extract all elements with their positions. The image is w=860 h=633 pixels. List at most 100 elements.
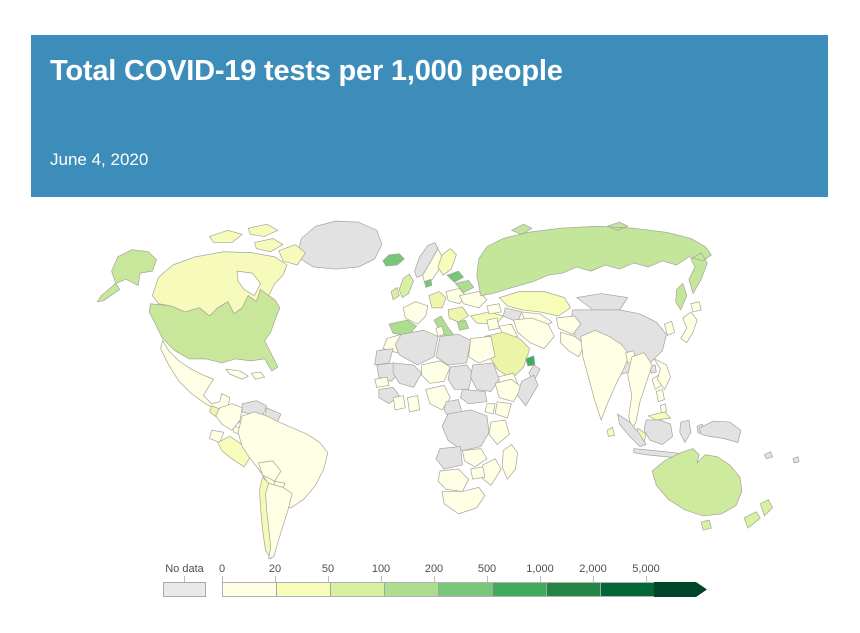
legend-color-segment	[384, 582, 438, 597]
legend-no-data-label: No data	[165, 563, 204, 575]
region-germany-central-europe[interactable]	[428, 291, 447, 309]
region-bolivia[interactable]	[258, 460, 282, 482]
legend-tick-label: 200	[424, 563, 444, 575]
legend-tick-line	[593, 576, 594, 582]
region-niger[interactable]	[421, 360, 451, 384]
region-new-zealand[interactable]	[743, 499, 773, 529]
region-brazil[interactable]	[237, 411, 329, 509]
region-belarus[interactable]	[454, 279, 475, 293]
legend-tick-label: 20	[268, 563, 282, 575]
region-borneo-indonesia[interactable]	[643, 419, 673, 445]
region-south-africa[interactable]	[441, 487, 486, 515]
region-iran[interactable]	[513, 317, 555, 349]
region-pakistan[interactable]	[560, 331, 586, 358]
region-dr-congo[interactable]	[441, 409, 490, 451]
region-united-arab-emirates[interactable]	[525, 355, 536, 367]
legend-color-segment	[222, 582, 276, 597]
region-alaska[interactable]	[96, 249, 157, 303]
region-south-korea[interactable]	[664, 320, 675, 336]
region-mexico[interactable]	[160, 340, 231, 411]
region-united-kingdom[interactable]	[398, 273, 414, 298]
region-egypt[interactable]	[468, 336, 496, 364]
region-zambia[interactable]	[462, 448, 488, 468]
region-fiji[interactable]	[792, 456, 800, 464]
region-argentina[interactable]	[265, 482, 293, 560]
legend-tick-line	[646, 576, 647, 582]
region-afghanistan[interactable]	[555, 315, 582, 335]
region-sri-lanka[interactable]	[606, 426, 615, 437]
legend-tick-line	[222, 576, 223, 582]
region-finland[interactable]	[437, 248, 457, 276]
region-greenland[interactable]	[296, 220, 383, 270]
region-cuba[interactable]	[225, 368, 249, 380]
region-mali[interactable]	[392, 362, 423, 388]
region-vietnam[interactable]	[653, 358, 671, 390]
world-map	[0, 210, 860, 562]
region-new-caledonia[interactable]	[764, 451, 773, 460]
region-india[interactable]	[580, 329, 631, 421]
region-kenya[interactable]	[494, 401, 512, 419]
legend-tick-line	[540, 576, 541, 582]
region-sulawesi-indonesia[interactable]	[679, 419, 692, 443]
region-western-sahara[interactable]	[374, 348, 394, 366]
region-namibia-botswana[interactable]	[437, 468, 469, 492]
region-denmark[interactable]	[424, 278, 433, 288]
world-choropleth-svg	[96, 220, 800, 560]
region-baltic-states[interactable]	[446, 270, 464, 283]
legend-tick-label: 500	[477, 563, 497, 575]
region-ireland[interactable]	[390, 287, 400, 301]
region-balkans[interactable]	[447, 306, 469, 323]
region-uganda[interactable]	[484, 403, 496, 415]
chart-title: Total COVID-19 tests per 1,000 people	[50, 55, 563, 87]
chart-date: June 4, 2020	[50, 150, 149, 169]
region-libya[interactable]	[435, 334, 471, 366]
legend-tick-line	[487, 576, 488, 582]
region-senegal[interactable]	[374, 376, 390, 388]
legend-color-segment	[600, 582, 654, 597]
region-myanmar-thailand[interactable]	[627, 352, 653, 431]
region-greece[interactable]	[457, 319, 469, 331]
region-colombia[interactable]	[215, 403, 243, 431]
region-ukraine[interactable]	[459, 291, 488, 309]
region-madagascar[interactable]	[501, 444, 518, 480]
chart-header: Total COVID-19 tests per 1,000 people Ju…	[31, 35, 828, 197]
region-mongolia[interactable]	[576, 293, 629, 311]
legend-tick-label: 5,000	[632, 563, 660, 575]
region-australia[interactable]	[651, 448, 743, 517]
region-kazakhstan[interactable]	[498, 291, 571, 317]
region-peru[interactable]	[217, 436, 251, 468]
legend-tick-label: 0	[218, 563, 226, 575]
region-zimbabwe[interactable]	[470, 466, 486, 480]
region-ivory-coast[interactable]	[392, 395, 406, 411]
region-tasmania[interactable]	[700, 519, 712, 531]
region-sudan[interactable]	[470, 362, 500, 392]
region-hispaniola[interactable]	[250, 371, 265, 380]
region-caucasus[interactable]	[486, 303, 502, 315]
legend-tick-line	[328, 576, 329, 582]
legend-tick-line	[381, 576, 382, 582]
region-central-african-region[interactable]	[460, 389, 488, 405]
region-canada-arctic-islands[interactable]	[209, 223, 306, 266]
region-ghana[interactable]	[407, 395, 420, 413]
region-iceland[interactable]	[382, 253, 405, 267]
region-sumatra-indonesia[interactable]	[617, 413, 647, 447]
region-hudson-bay[interactable]	[236, 270, 261, 296]
region-usa[interactable]	[148, 289, 281, 372]
region-tanzania[interactable]	[488, 419, 510, 445]
region-tunisia[interactable]	[435, 325, 445, 337]
region-turkey[interactable]	[470, 311, 504, 325]
region-chad[interactable]	[447, 364, 474, 390]
region-levant[interactable]	[486, 317, 500, 331]
region-angola[interactable]	[435, 446, 463, 470]
region-algeria[interactable]	[394, 329, 439, 366]
region-new-guinea[interactable]	[698, 420, 742, 443]
region-japan[interactable]	[680, 301, 702, 343]
region-somalia[interactable]	[517, 374, 539, 407]
region-ethiopia[interactable]	[494, 378, 522, 403]
map-legend: No data 0 20 50 100 200 500 1,000 2,000 5,000	[0, 563, 860, 603]
legend-color-segment	[438, 582, 492, 597]
region-russia[interactable]	[476, 221, 712, 311]
region-france[interactable]	[402, 301, 429, 325]
region-spain-portugal[interactable]	[388, 319, 417, 336]
